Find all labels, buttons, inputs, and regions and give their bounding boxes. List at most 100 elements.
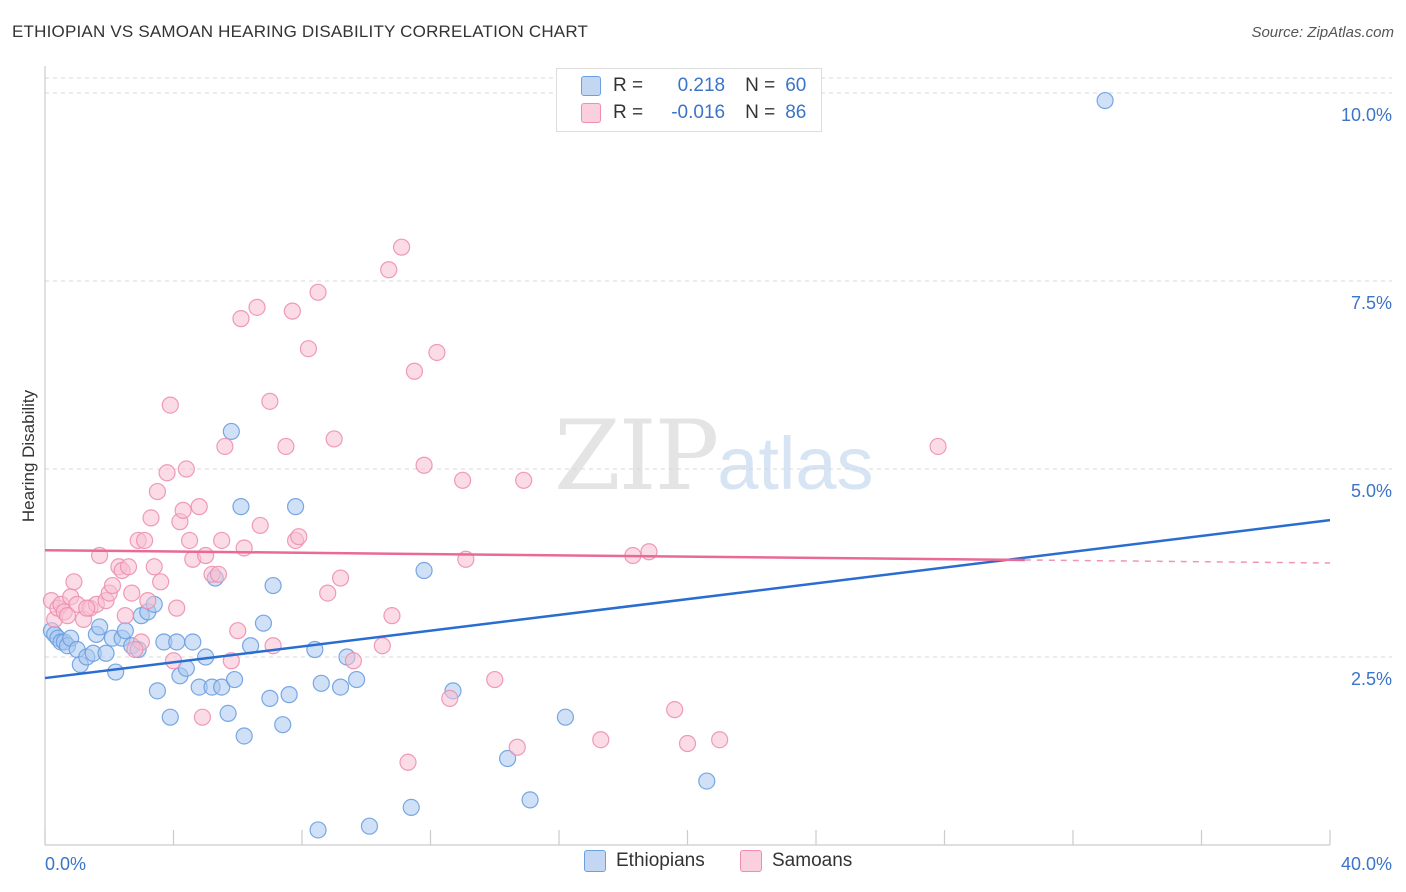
- samoans-point: [213, 531, 231, 550]
- ethiopians-point: [415, 561, 433, 580]
- x-tick-label-max: 40.0%: [1341, 854, 1392, 874]
- samoans-point: [344, 652, 362, 670]
- legend-row-samoans: R = -0.016 N = 86: [581, 100, 806, 126]
- samoans-point: [145, 558, 163, 576]
- samoans-point: [174, 501, 192, 519]
- trend-line-extension-samoans: [1024, 559, 1331, 564]
- samoans-swatch: [740, 850, 762, 872]
- watermark-atlas: atlas: [717, 422, 874, 505]
- ethiopians-point: [261, 689, 279, 707]
- ethiopians-point: [286, 498, 305, 516]
- samoans-point: [666, 701, 684, 719]
- ethiopians-point: [232, 498, 250, 516]
- samoans-point: [126, 640, 144, 659]
- samoans-points: [42, 238, 947, 771]
- tick-labels: 2.5% 5.0% 7.5% 10.0% 0.0% 40.0% Hearing Disabi…: [19, 105, 1392, 874]
- samoans-point: [168, 599, 186, 617]
- trend-line-ethiopians: [44, 518, 1331, 680]
- grid-lines: [45, 77, 1392, 658]
- ethiopians-swatch: [584, 850, 606, 872]
- source-credit: Source: ZipAtlas.com: [1251, 24, 1394, 41]
- samoans-point: [261, 392, 279, 410]
- ethiopians-point: [360, 817, 379, 835]
- bottom-legend-samoans: Samoans: [740, 850, 852, 872]
- samoans-point: [232, 310, 250, 328]
- samoans-point: [193, 708, 212, 726]
- samoans-swatch: [581, 103, 601, 123]
- samoans-point: [405, 362, 424, 380]
- samoans-point: [209, 565, 228, 583]
- watermark: ZIPatlas: [554, 400, 874, 512]
- bottom-legend-ethiopians: Ethiopians: [584, 850, 705, 872]
- ethiopians-point: [213, 678, 231, 696]
- samoans-point: [139, 592, 157, 610]
- samoans-point: [119, 558, 138, 576]
- samoans-point: [142, 509, 160, 527]
- ethiopians-point: [184, 633, 202, 651]
- legend-r-value: 0.218: [677, 75, 726, 96]
- samoans-point: [251, 516, 269, 535]
- ethiopians-point: [222, 422, 240, 441]
- samoans-point: [486, 670, 504, 689]
- samoans-point: [415, 456, 433, 474]
- legend-n-value: 86: [785, 102, 807, 123]
- samoans-point: [309, 283, 327, 301]
- samoans-point: [399, 753, 417, 771]
- samoans-point: [277, 437, 295, 456]
- samoans-point: [383, 607, 401, 625]
- ethiopians-point: [521, 791, 539, 809]
- ethiopians-point: [91, 618, 109, 636]
- legend-r-label: R =: [613, 75, 644, 96]
- legend-n-label: N =: [745, 102, 776, 123]
- legend-n-value: 60: [785, 75, 807, 96]
- samoans-point: [299, 340, 318, 358]
- ethiopians-point: [1096, 91, 1114, 110]
- samoans-point: [103, 576, 122, 595]
- ethiopians-points: [42, 91, 1114, 839]
- samoans-point: [123, 584, 141, 602]
- ethiopians-point: [348, 670, 366, 689]
- samoans-point: [441, 689, 459, 707]
- samoans-point: [380, 261, 398, 279]
- ethiopians-point: [264, 576, 282, 595]
- samoans-label: Samoans: [772, 850, 853, 871]
- ethiopians-point: [116, 622, 134, 640]
- samoans-point: [216, 437, 234, 456]
- samoans-point: [283, 302, 301, 320]
- ethiopians-point: [235, 727, 253, 745]
- samoans-point: [116, 607, 134, 625]
- samoans-point: [197, 546, 215, 565]
- ethiopians-point: [280, 686, 298, 704]
- ethiopians-point: [107, 663, 125, 681]
- samoans-point: [78, 599, 96, 617]
- trend-line-samoans: [44, 548, 1025, 562]
- legend-row-ethiopians: R = 0.218 N = 60: [581, 73, 806, 99]
- ethiopians-point: [225, 670, 244, 689]
- ethiopians-point: [274, 716, 292, 734]
- axes: [44, 66, 1331, 846]
- samoans-point: [180, 531, 199, 550]
- trend-lines: [44, 518, 1331, 680]
- samoans-point: [65, 573, 83, 591]
- ethiopians-point: [499, 749, 517, 768]
- x-tick-label-min: 0.0%: [45, 854, 86, 874]
- samoans-point: [135, 531, 154, 550]
- ethiopians-point: [698, 772, 716, 790]
- ethiopians-point: [556, 708, 575, 726]
- y-tick-label: 2.5%: [1351, 669, 1392, 689]
- samoans-point: [929, 437, 947, 456]
- samoans-point: [428, 343, 446, 362]
- y-tick-label: 10.0%: [1341, 105, 1392, 125]
- y-tick-label: 7.5%: [1351, 293, 1392, 313]
- ethiopians-point: [148, 682, 167, 700]
- ethiopians-point: [161, 708, 179, 726]
- ethiopians-label: Ethiopians: [616, 850, 705, 871]
- ethiopians-swatch: [581, 76, 601, 96]
- samoans-point: [290, 528, 308, 546]
- samoans-point: [515, 471, 533, 489]
- samoans-point: [392, 238, 411, 256]
- samoans-point: [508, 738, 526, 756]
- ethiopians-point: [219, 704, 237, 723]
- correlation-legend: R = 0.218 N = 60 R = -0.016 N = 86: [556, 68, 822, 132]
- samoans-point: [248, 298, 266, 316]
